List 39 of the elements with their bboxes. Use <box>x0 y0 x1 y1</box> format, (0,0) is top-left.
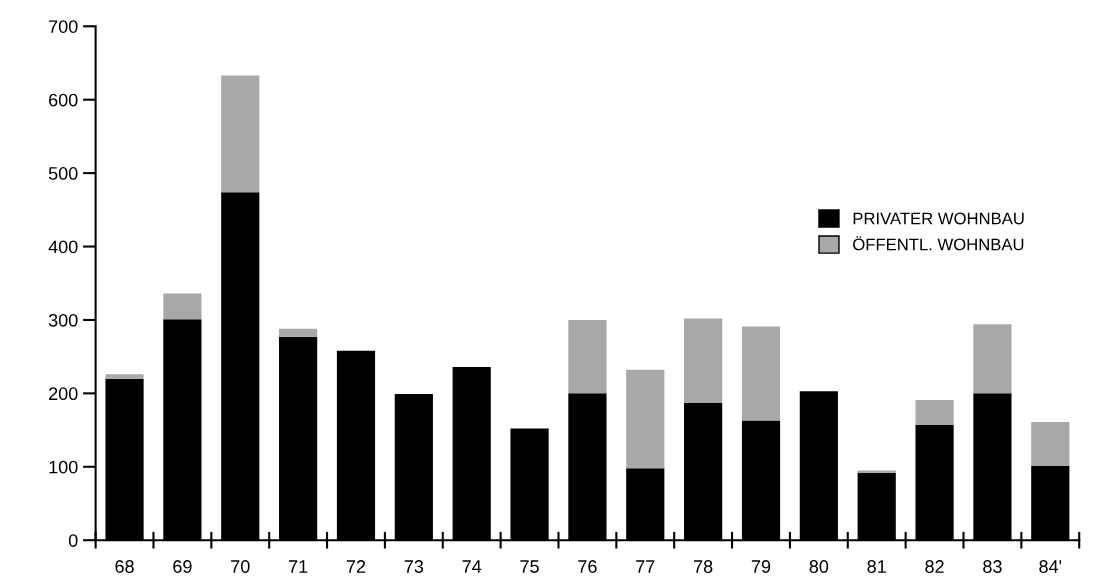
bar <box>568 319 607 394</box>
x-tick-label: 70 <box>231 560 250 573</box>
x-tick-label: 82 <box>925 560 944 573</box>
bar <box>1031 422 1070 467</box>
x-tick-label: 81 <box>867 560 886 573</box>
bar <box>857 470 896 473</box>
y-tick-label: 0 <box>68 534 78 547</box>
y-tick-label: 500 <box>48 167 78 180</box>
x-tick-label: 75 <box>520 560 539 573</box>
x-tick-label: 78 <box>694 560 713 573</box>
y-tick-label: 700 <box>49 20 78 33</box>
x-tick-label: 73 <box>404 560 424 573</box>
x-tick-label: 84' <box>1039 560 1062 573</box>
x-tick-label: 80 <box>809 560 829 573</box>
legend-label: ÖFFENTL. WOHNBAU <box>853 236 1024 251</box>
y-tick-label: 300 <box>48 313 78 327</box>
bar <box>221 75 260 193</box>
bar <box>684 318 723 403</box>
y-tick-label: 100 <box>49 460 78 474</box>
bar <box>279 328 318 337</box>
x-tick-label: 71 <box>289 560 308 573</box>
x-tick-label: 72 <box>346 560 366 573</box>
x-tick-label: 77 <box>636 560 655 573</box>
bar <box>626 369 665 469</box>
y-tick-label: 200 <box>49 387 78 401</box>
bar <box>915 399 954 425</box>
x-tick-label: 68 <box>115 560 134 573</box>
x-tick-label: 83 <box>983 560 1002 573</box>
bar <box>105 374 144 379</box>
y-tick-label: 600 <box>49 93 78 107</box>
legend-label: PRIVATER WOHNBAU <box>853 212 1024 225</box>
bar <box>163 293 202 320</box>
bar <box>741 326 781 421</box>
x-tick-label: 69 <box>173 560 192 573</box>
x-tick-label: 74 <box>462 560 482 573</box>
bar <box>973 324 1012 394</box>
x-tick-label: 76 <box>578 560 597 573</box>
x-tick-label: 79 <box>751 560 771 573</box>
y-tick-label: 400 <box>48 240 78 254</box>
